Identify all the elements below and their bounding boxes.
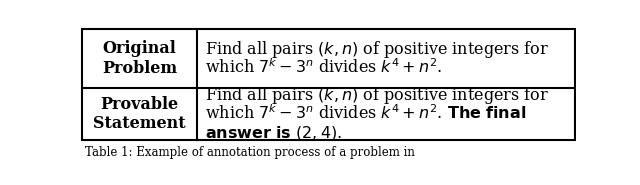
Text: which $7^k - 3^n$ divides $k^4 + n^2$. $\mathbf{The\ final}$: which $7^k - 3^n$ divides $k^4 + n^2$. $… (205, 105, 527, 123)
Text: Original
Problem: Original Problem (102, 40, 177, 77)
Bar (83, 29, 575, 140)
Text: Table 1: Example of annotation process of a problem in: Table 1: Example of annotation process o… (85, 146, 415, 159)
Text: which $7^k - 3^n$ divides $k^4 + n^2$.: which $7^k - 3^n$ divides $k^4 + n^2$. (205, 58, 443, 77)
Text: $\mathbf{answer\ is}$ $(2,4)$.: $\mathbf{answer\ is}$ $(2,4)$. (205, 124, 342, 142)
Text: Find all pairs $(k, n)$ of positive integers for: Find all pairs $(k, n)$ of positive inte… (205, 85, 549, 106)
Text: Provable
Statement: Provable Statement (93, 96, 186, 132)
Text: Find all pairs $(k, n)$ of positive integers for: Find all pairs $(k, n)$ of positive inte… (205, 39, 549, 60)
